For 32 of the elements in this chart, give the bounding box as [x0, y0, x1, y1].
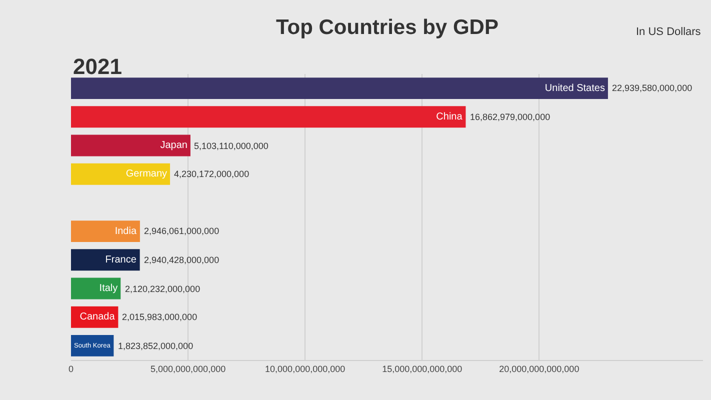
x-tick-label: 10,000,000,000,000 [265, 364, 346, 374]
data-label: 1,823,852,000,000 [118, 341, 194, 351]
x-tick-label: 15,000,000,000,000 [382, 364, 462, 374]
data-label: 4,230,172,000,000 [174, 169, 250, 179]
bar [71, 249, 140, 271]
data-label: 2,120,232,000,000 [125, 284, 200, 294]
y-tick-label: Italy [99, 283, 118, 294]
data-label: 2,940,428,000,000 [144, 255, 220, 265]
data-label: 22,939,580,000,000 [612, 83, 692, 93]
chart-subtitle: In US Dollars [636, 26, 702, 38]
y-tick-label: China [436, 111, 463, 122]
bar [71, 163, 170, 185]
x-tick-label: 0 [68, 364, 74, 374]
y-tick-label: Germany [126, 168, 168, 180]
x-tick-label: 5,000,000,000,000 [150, 364, 226, 374]
y-tick-label: Japan [160, 140, 188, 152]
y-tick-label: Canada [80, 312, 116, 323]
bar [71, 134, 190, 156]
data-label: 2,946,061,000,000 [144, 226, 220, 236]
y-tick-label: United States [544, 82, 605, 94]
bar [71, 220, 140, 242]
bar [71, 278, 121, 300]
bar [71, 78, 608, 100]
annotation: 2021 [73, 54, 122, 79]
chart-title: Top Countries by GDP [276, 16, 498, 39]
y-tick-label: France [105, 254, 137, 266]
data-label: 2,015,983,000,000 [122, 312, 198, 322]
data-label: 5,103,110,000,000 [194, 141, 268, 151]
bar [71, 106, 466, 128]
y-tick-label: India [114, 226, 137, 237]
x-tick-label: 20,000,000,000,000 [499, 364, 580, 374]
data-label: 16,862,979,000,000 [470, 112, 550, 122]
